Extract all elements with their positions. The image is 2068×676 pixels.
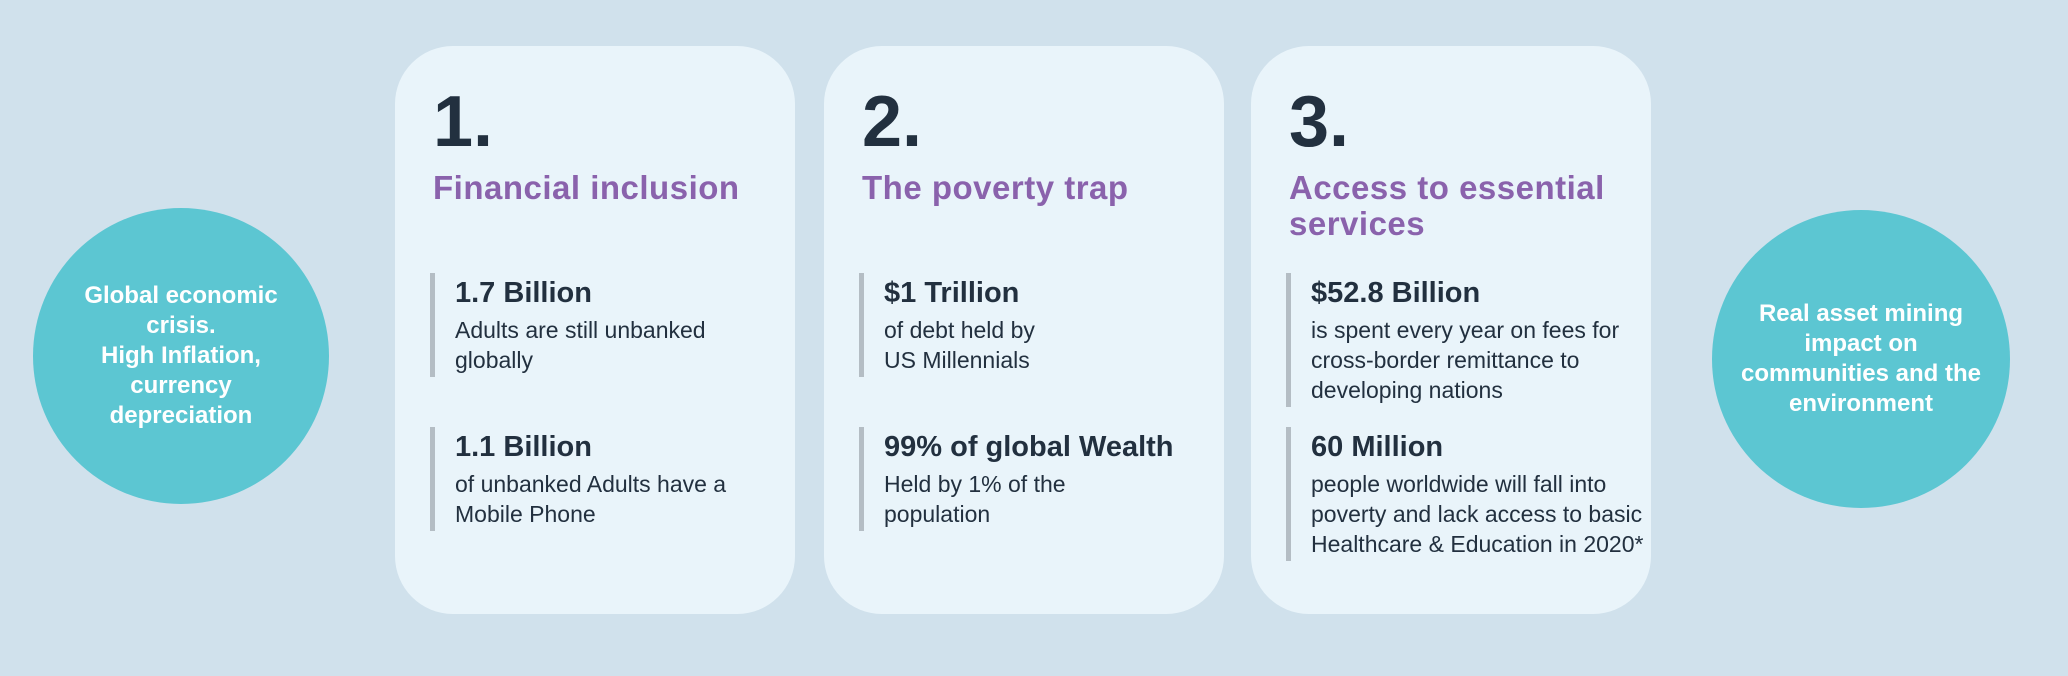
card-title: The poverty trap [862,169,1129,206]
stat-value: 1.7 Billion [455,277,592,309]
card-title: Financial inclusion [433,169,740,206]
stat-description: of debt held by US Millennials [884,317,1035,373]
stat-block: 1.1 Billion of unbanked Adults have a Mo… [430,427,790,531]
stat-value: $1 Trillion [884,277,1020,309]
stat-value: 1.1 Billion [455,431,592,463]
card-poverty-trap: 2. The poverty trap $1 Trillion of debt … [824,46,1224,614]
stat-value: 99% of global Wealth [884,431,1174,463]
card-number: 1. [433,82,494,162]
card-access-essential-services: 3. Access to essential services $52.8 Bi… [1251,46,1651,614]
stat-description: Adults are still unbanked globally [455,317,706,373]
stat-block: $52.8 Billion is spent every year on fee… [1286,273,1646,407]
stat-block: 99% of global Wealth Held by 1% of the p… [859,427,1219,531]
card-financial-inclusion: 1. Financial inclusion 1.7 Billion Adult… [395,46,795,614]
challenge-circle-global-crisis: Global economic crisis. High Inflation, … [33,208,329,504]
stat-description: people worldwide will fall into poverty … [1311,471,1644,557]
card-number: 2. [862,82,923,162]
challenge-circle-text: Global economic crisis. High Inflation, … [84,282,278,429]
stat-block: 60 Million people worldwide will fall in… [1286,427,1646,561]
stat-description: is spent every year on fees for cross-bo… [1311,317,1620,403]
stat-value: $52.8 Billion [1311,277,1481,309]
card-number: 3. [1289,82,1350,162]
stat-description: of unbanked Adults have a Mobile Phone [455,471,727,527]
stat-description: Held by 1% of the population [884,471,1066,527]
stat-block: 1.7 Billion Adults are still unbanked gl… [430,273,790,377]
stat-value: 60 Million [1311,431,1444,463]
card-title: Access to essential services [1289,169,1605,242]
stat-block: $1 Trillion of debt held by US Millennia… [859,273,1219,377]
challenge-circle-text: Real asset mining impact on communities … [1740,300,1982,417]
challenge-circle-mining-impact: Real asset mining impact on communities … [1712,210,2010,508]
